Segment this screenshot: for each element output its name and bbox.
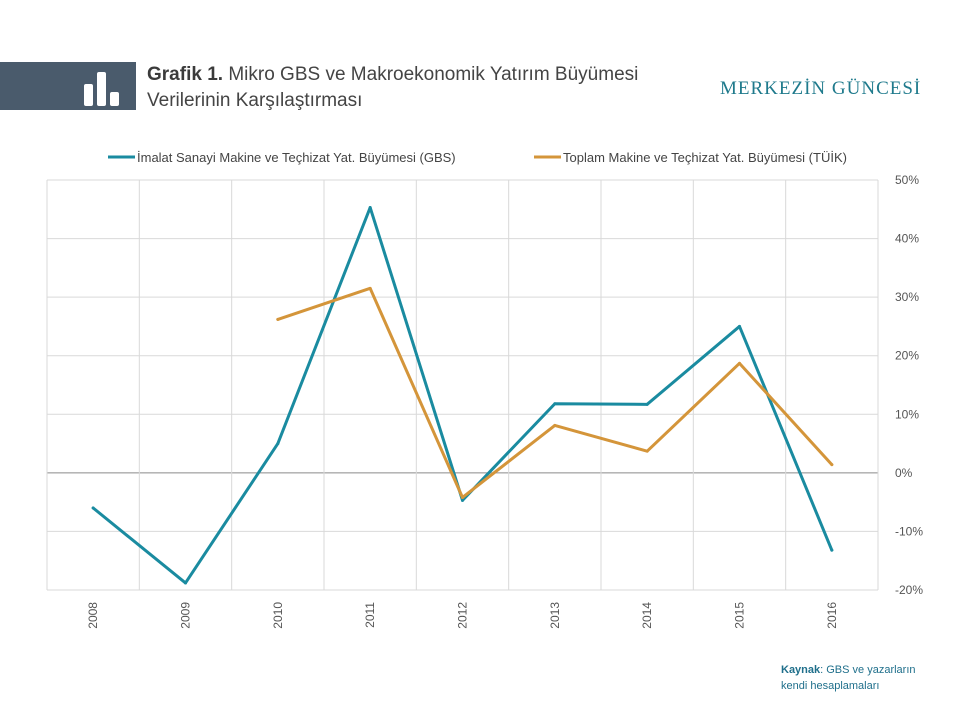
x-tick-label: 2016 xyxy=(825,602,839,629)
y-tick-label: 20% xyxy=(895,349,919,363)
data-point-tuik xyxy=(461,495,464,499)
line-chart: -20% -10% 0% 10% 20% 30% 40% 50% 2008 2009 2010 201… xyxy=(46,150,923,629)
data-point-gbs xyxy=(276,442,280,446)
legend-gbs-label: İmalat Sanayi Makine ve Teçhizat Yat. Bü… xyxy=(137,150,456,165)
x-tick-label: 2008 xyxy=(86,602,100,629)
source-note: Kaynak: GBS ve yazarların kendi hesaplam… xyxy=(781,662,941,694)
data-point-gbs xyxy=(184,581,187,585)
x-tick-label: 2015 xyxy=(733,602,747,629)
legend-tuik-label: Toplam Makine ve Teçhizat Yat. Büyümesi … xyxy=(563,150,847,165)
data-point-gbs xyxy=(91,506,95,510)
bar-chart-icon xyxy=(84,72,119,106)
y-tick-label: -20% xyxy=(895,583,923,597)
data-point-tuik xyxy=(276,317,280,321)
x-tick-label: 2009 xyxy=(179,602,193,629)
y-tick-label: 10% xyxy=(895,407,919,421)
chart-title-text: Mikro GBS ve Makroekonomik Yatırım Büyüm… xyxy=(147,64,639,111)
data-point-tuik xyxy=(645,449,649,453)
data-point-tuik xyxy=(553,423,557,427)
data-point-tuik xyxy=(368,286,372,290)
data-point-gbs xyxy=(461,498,464,502)
y-tick-label: 30% xyxy=(895,290,919,304)
data-point-gbs xyxy=(738,324,741,328)
brand-logo-text: MERKEZİN GÜNCESİ xyxy=(720,78,922,99)
header-band xyxy=(0,62,136,110)
chart-title: Grafik 1. Mikro GBS ve Makroekonomik Yat… xyxy=(147,62,707,114)
y-tick-label: 40% xyxy=(895,232,919,246)
x-tick-label: 2013 xyxy=(548,602,562,629)
x-tick-label: 2010 xyxy=(271,602,285,629)
data-point-gbs xyxy=(368,206,372,210)
series-line-gbs xyxy=(91,206,834,585)
y-tick-label: 0% xyxy=(895,466,913,480)
y-tick-label: -10% xyxy=(895,524,923,538)
x-tick-label: 2014 xyxy=(640,602,654,629)
y-tick-label: 50% xyxy=(895,173,919,187)
data-point-tuik xyxy=(830,463,834,467)
x-tick-label: 2012 xyxy=(456,602,470,629)
x-tick-label: 2011 xyxy=(363,602,377,628)
data-point-gbs xyxy=(645,402,649,406)
chart-title-prefix: Grafik 1. xyxy=(147,64,224,85)
data-point-tuik xyxy=(738,361,741,365)
series-line-tuik xyxy=(276,286,834,499)
data-point-gbs xyxy=(553,402,557,406)
data-point-gbs xyxy=(830,548,834,552)
source-text: : GBS ve yazarların kendi hesaplamaları xyxy=(781,664,916,692)
source-label: Kaynak xyxy=(781,664,821,676)
